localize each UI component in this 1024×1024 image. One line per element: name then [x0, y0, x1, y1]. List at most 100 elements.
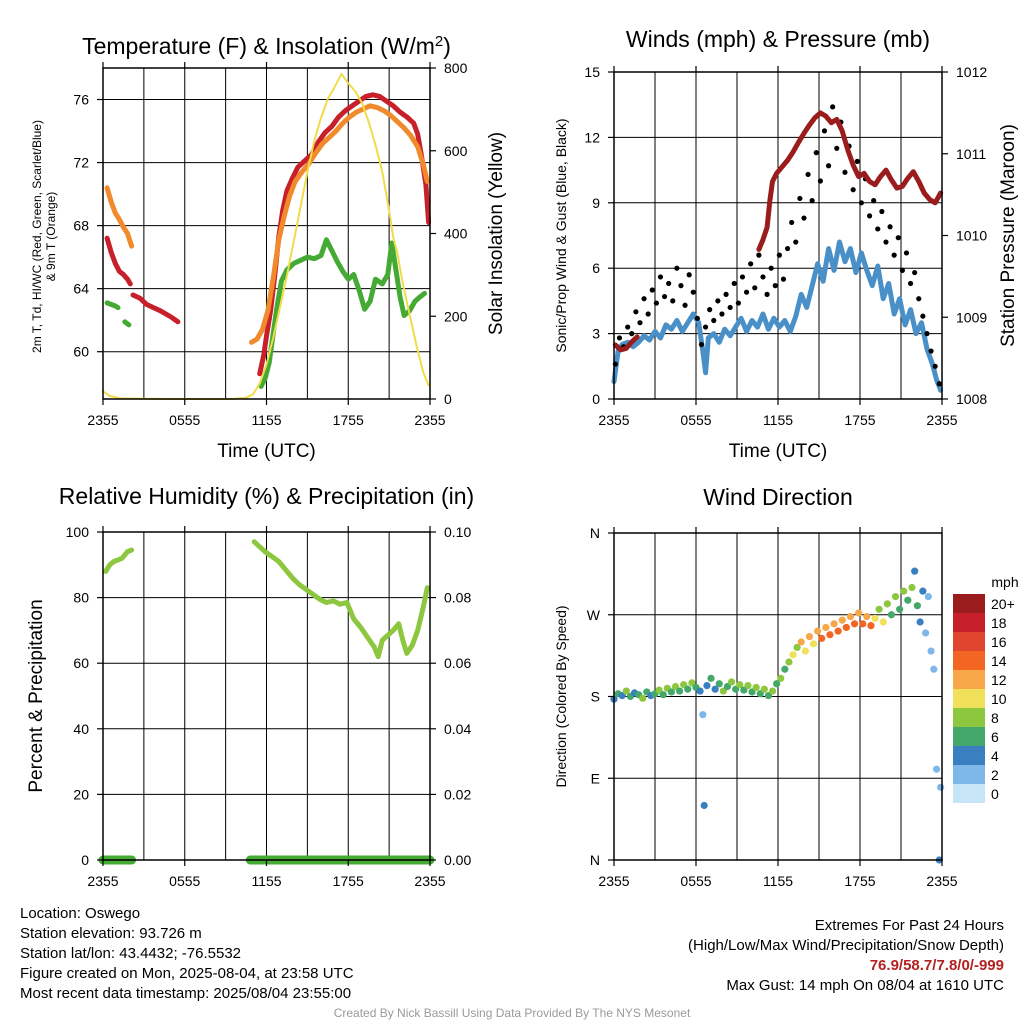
recent-data-text: Most recent data timestamp: 2025/08/04 2… [20, 985, 352, 1002]
point-gust [854, 158, 860, 164]
point-gust [702, 324, 709, 330]
y2-tick-label: 1011 [956, 146, 986, 162]
direction-point [826, 631, 834, 639]
direction-point [916, 618, 924, 626]
legend-label: 14 [991, 653, 1007, 669]
x-tick-label: 2355 [598, 412, 629, 428]
y-tick-label: 15 [584, 64, 600, 80]
direction-point [703, 682, 711, 690]
temperature-panel: 2355 0555 1155 1755 2355 60 64 68 72 76 0 200 400 600… [30, 33, 507, 463]
direction-point [736, 681, 744, 689]
point-gust [616, 335, 623, 341]
direction-point [715, 680, 723, 688]
point-gust [834, 145, 840, 151]
y-axis-label: Direction (Colored By Speed) [553, 605, 569, 787]
point-gust [932, 363, 938, 369]
direction-point [707, 674, 715, 682]
elevation-text: Station elevation: 93.726 m [20, 925, 202, 942]
point-gust [764, 291, 770, 297]
point-gust [907, 280, 914, 287]
series-relative-humidity [251, 539, 430, 660]
direction-point [850, 620, 859, 628]
x-tick-label: 1155 [763, 873, 793, 889]
point-gust [842, 169, 848, 175]
extremes-subtitle: (High/Low/Max Wind/Precipitation/Snow De… [688, 937, 1004, 954]
y2-tick-label: 0.04 [444, 721, 471, 737]
credit-text: Created By Nick Bassill Using Data Provi… [333, 1006, 691, 1020]
direction-point [846, 612, 855, 621]
legend-swatch [953, 613, 985, 632]
point-gust [817, 178, 823, 184]
direction-point [781, 665, 789, 673]
y-tick-label: 60 [73, 344, 89, 360]
point-gust [653, 300, 659, 306]
extremes-block: Extremes For Past 24 Hours (High/Low/Max… [688, 916, 1004, 996]
series-9m-t [249, 103, 430, 345]
point-gust [641, 296, 647, 302]
legend-swatch [953, 632, 985, 651]
y-tick-label: 0 [592, 391, 600, 407]
point-gust [912, 269, 918, 276]
legend-label: 8 [991, 710, 999, 726]
point-gust [727, 304, 733, 311]
point-gust [920, 313, 926, 319]
point-gust [760, 274, 766, 280]
created-text: Figure created on Mon, 2025-08-04, at 23… [20, 965, 354, 982]
chart-title: Winds (mph) & Pressure (mb) [626, 26, 930, 52]
point-gust [830, 104, 836, 110]
direction-point [622, 687, 630, 695]
series-station-pressure [612, 334, 640, 353]
direction-point [711, 685, 719, 693]
y-axis-label: Sonic/Prop Wind & Gust (Blue, Black) [553, 118, 569, 352]
point-gust [776, 252, 782, 258]
point-gust [801, 215, 807, 221]
direction-point [908, 583, 916, 592]
direction-point [842, 623, 850, 632]
x-tick-label: 1155 [251, 873, 281, 889]
title-superscript: 2 [435, 33, 443, 50]
point-gust [866, 213, 873, 219]
point-gust [678, 283, 684, 289]
y-tick-label: 9 [592, 195, 600, 211]
direction-point [924, 592, 932, 601]
latlon-text: Station lat/lon: 43.4432; -76.5532 [20, 945, 242, 962]
point-gust [637, 320, 643, 326]
direction-point [911, 567, 919, 575]
y-tick-label: S [591, 689, 600, 705]
direction-point [932, 765, 941, 773]
point-gust [690, 289, 696, 295]
y-axis-label-line1: 2m T, Td, HI/WC (Red, Green, Scarlet/Blu… [30, 120, 44, 353]
point-gust [784, 245, 791, 252]
point-gust [629, 331, 635, 337]
point-gust [768, 265, 774, 271]
direction-point [744, 682, 752, 690]
direction-point [891, 592, 900, 601]
legend-label: 0 [991, 786, 999, 802]
legend-label: 10 [991, 691, 1007, 707]
direction-point [797, 638, 805, 646]
direction-point [727, 678, 736, 686]
series-relative-humidity [103, 547, 135, 574]
x-tick-label: 1755 [844, 873, 875, 889]
y-tick-label: 76 [73, 92, 89, 108]
point-gust [895, 235, 901, 241]
x-tick-label: 1155 [763, 412, 793, 428]
y-tick-label: 64 [73, 281, 89, 297]
direction-point [922, 629, 930, 637]
direction-point [859, 620, 867, 628]
y2-tick-label: 1009 [956, 309, 987, 325]
point-gust [813, 150, 819, 156]
x-tick-label: 2355 [414, 873, 445, 889]
point-gust [793, 239, 799, 245]
point-gust [731, 280, 737, 287]
legend-label: 4 [991, 748, 999, 764]
x-tick-label: 2355 [87, 412, 118, 428]
legend-label: 16 [991, 634, 1007, 650]
direction-point [863, 612, 871, 621]
point-gust [875, 226, 881, 232]
x-tick-label: 0555 [680, 873, 711, 889]
y-tick-label: 80 [73, 590, 89, 606]
y-tick-label: 20 [73, 786, 89, 802]
y-tick-label: 6 [592, 260, 600, 276]
point-gust [871, 198, 877, 204]
